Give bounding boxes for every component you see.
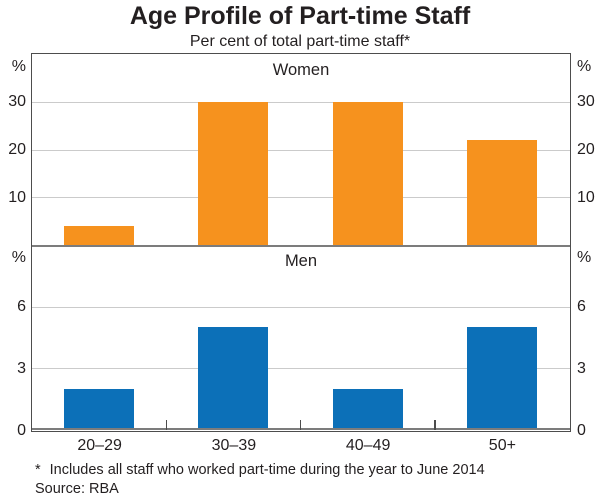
footnote-text: Includes all staff who worked part-time … <box>49 462 485 478</box>
y-axis-unit-label: % <box>11 248 26 266</box>
x-axis-tick <box>165 420 167 430</box>
panel-men: Men <box>32 245 570 430</box>
y-axis-unit-label: % <box>11 57 26 75</box>
chart-subtitle: Per cent of total part-time staff* <box>189 33 411 50</box>
y-tick-label: 20 <box>8 141 26 158</box>
y-tick-label: 6 <box>577 298 586 316</box>
y-tick-label: 30 <box>8 93 26 111</box>
panel-label-women: Women <box>272 61 330 79</box>
bar-men-30-39 <box>198 327 269 430</box>
y-tick-label: 10 <box>577 188 595 206</box>
bar-women-30-39 <box>198 101 269 245</box>
x-tick-label: 20–29 <box>77 437 122 454</box>
bar-women-50 <box>466 139 537 245</box>
panel-label-men: Men <box>284 252 318 270</box>
x-axis-tick <box>299 420 302 430</box>
plot-area: Women Men <box>31 53 571 432</box>
x-axis-labels: 20–29 30–39 40–49 50+ <box>31 437 571 457</box>
gridline <box>32 149 570 151</box>
y-tick-label: 0 <box>17 421 26 439</box>
bar-men-20-29 <box>64 388 135 430</box>
source-note: Source: RBA <box>35 481 119 497</box>
y-tick-label: 10 <box>8 188 26 206</box>
bar-women-40-49 <box>332 101 403 245</box>
y-tick-label: 3 <box>577 359 586 377</box>
panel-women: Women <box>32 54 570 245</box>
y-axis-unit-label: % <box>577 248 592 266</box>
y-axis-right: 10 20 30% 0 3 6% <box>577 53 600 438</box>
gridline <box>32 306 570 308</box>
footnote-marker: * <box>35 462 41 478</box>
x-tick-label: 40–49 <box>345 437 391 454</box>
bar-men-50 <box>466 327 537 430</box>
y-tick-label: 20 <box>577 141 595 158</box>
gridline <box>32 368 570 370</box>
panel-divider <box>32 245 570 247</box>
y-axis-unit-label: % <box>577 57 592 75</box>
bar-women-20-29 <box>64 225 135 245</box>
y-tick-label: 0 <box>577 421 586 439</box>
chart-title: Age Profile of Part-time Staff <box>129 2 471 30</box>
footnote: * Includes all staff who worked part-time… <box>35 461 485 479</box>
gridline <box>32 197 570 199</box>
x-axis-tick <box>434 420 436 430</box>
bar-men-40-49 <box>332 388 403 430</box>
y-axis-left: 10 20 30% 0 3 6% <box>0 53 26 438</box>
y-tick-label: 30 <box>577 93 595 111</box>
y-tick-label: 6 <box>17 298 26 316</box>
gridline <box>32 101 570 103</box>
x-tick-label: 50+ <box>488 437 516 454</box>
x-tick-label: 30–39 <box>211 437 257 454</box>
y-tick-label: 3 <box>17 359 26 377</box>
